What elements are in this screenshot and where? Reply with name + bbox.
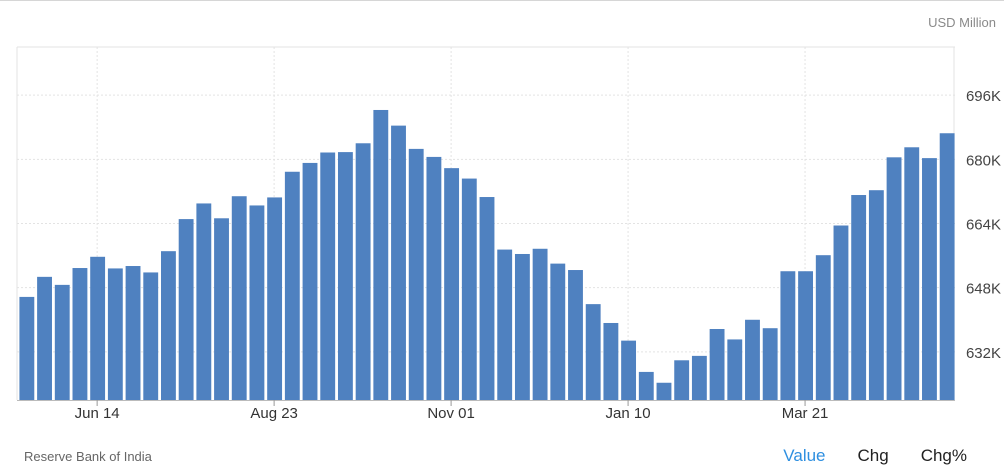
bar	[833, 225, 849, 400]
x-tick-label: Aug 23	[250, 405, 298, 422]
bar	[320, 152, 336, 400]
tab-chg[interactable]: Chg	[857, 446, 889, 465]
bar	[762, 328, 778, 400]
y-axis-ticks: 632K 648K 664K 680K 696K	[966, 88, 1001, 362]
bar	[90, 256, 106, 400]
bar	[886, 157, 902, 400]
bar	[125, 266, 141, 400]
bar	[72, 268, 88, 400]
bar	[284, 171, 300, 400]
y-tick-label: 632K	[966, 345, 1001, 362]
y-tick-label: 680K	[966, 152, 1001, 169]
bar	[727, 339, 743, 400]
bar	[868, 190, 884, 400]
y-tick-label: 664K	[966, 217, 1001, 234]
bar	[249, 205, 265, 400]
bar	[479, 197, 495, 400]
bar	[798, 271, 813, 400]
source-label: Reserve Bank of India	[24, 449, 152, 464]
bar	[550, 263, 566, 400]
bar	[214, 218, 229, 400]
bar	[391, 125, 406, 400]
bar	[709, 328, 725, 400]
bar	[178, 219, 194, 400]
bar-chart: Jun 14 Aug 23 Nov 01 Jan 10 Mar 21 632K648K6…	[0, 0, 1004, 422]
bar	[674, 360, 690, 400]
bar	[196, 203, 212, 400]
bar	[337, 152, 353, 400]
tab-chg-percent[interactable]: Chg%	[920, 446, 967, 465]
bar	[302, 162, 318, 400]
chart-bars	[19, 109, 955, 401]
bar	[373, 109, 389, 401]
tab-value[interactable]: Value	[783, 446, 826, 465]
y-tick-label: 648K	[966, 281, 1001, 298]
x-tick-label: Jun 14	[75, 405, 120, 422]
bar	[532, 248, 548, 400]
bar	[231, 196, 247, 400]
bar	[585, 304, 601, 400]
bar	[355, 143, 371, 401]
bar	[691, 355, 707, 400]
x-tick-label: Nov 01	[427, 405, 475, 422]
bar	[939, 133, 955, 400]
bar	[922, 158, 937, 400]
bar	[267, 197, 283, 400]
bar	[444, 168, 460, 400]
x-axis-ticks: Jun 14 Aug 23 Nov 01 Jan 10 Mar 21	[75, 400, 829, 422]
bar	[656, 382, 672, 400]
x-tick-label: Mar 21	[782, 405, 829, 422]
bar	[497, 249, 513, 400]
bar	[37, 276, 52, 400]
bar	[426, 156, 442, 400]
bar	[514, 253, 530, 400]
y-tick-label: 696K	[966, 88, 1001, 105]
bar	[638, 371, 654, 400]
bar	[461, 178, 477, 400]
bar	[161, 251, 176, 400]
bar	[904, 147, 920, 400]
bar	[851, 195, 867, 400]
x-tick-label: Jan 10	[606, 405, 651, 422]
bar	[54, 284, 70, 400]
bar	[780, 271, 796, 400]
bar	[19, 296, 35, 400]
bar	[745, 319, 760, 400]
bar	[603, 322, 619, 400]
bar	[621, 340, 637, 400]
bar	[143, 272, 159, 400]
bar	[568, 270, 583, 400]
bar	[408, 148, 424, 400]
bar	[815, 255, 831, 400]
unit-label: USD Million	[928, 15, 996, 30]
bar	[107, 268, 123, 400]
value-tabs: Value Chg Chg%	[783, 446, 967, 466]
